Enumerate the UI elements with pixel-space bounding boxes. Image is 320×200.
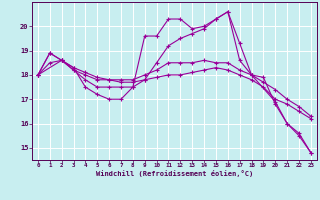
- X-axis label: Windchill (Refroidissement éolien,°C): Windchill (Refroidissement éolien,°C): [96, 170, 253, 177]
